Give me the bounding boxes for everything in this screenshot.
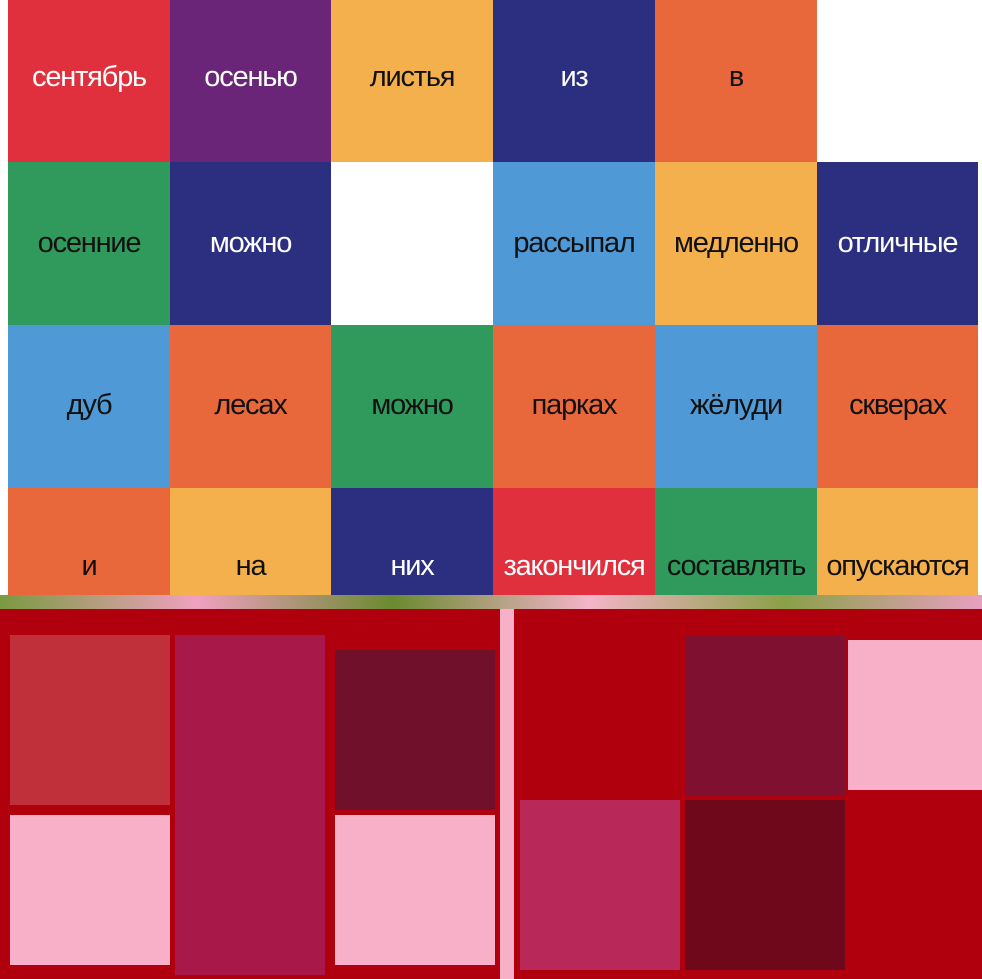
grid-cell: отличные [817, 162, 978, 325]
grid-cell: рассыпал [493, 162, 655, 325]
grid-cell: сентябрь [8, 0, 170, 162]
noise-block [685, 635, 845, 795]
word: из [560, 61, 588, 93]
word: дуб [66, 389, 113, 421]
grid-cell: дуб [8, 325, 170, 488]
noise-block [10, 635, 170, 805]
grid-cell: жёлуди [655, 325, 817, 488]
grid-cell [331, 162, 493, 325]
grid-cell: на [170, 488, 331, 595]
grid-cell: и [8, 488, 170, 595]
grid-cell: в [655, 0, 817, 162]
grid-cell: осенью [170, 0, 331, 162]
noise-block [335, 650, 495, 810]
word: осенью [204, 61, 298, 93]
grid-cell: медленно [655, 162, 817, 325]
grid-cell: осенние [8, 162, 170, 325]
word: парках [531, 389, 618, 421]
word: сентябрь [32, 61, 147, 93]
grid-cell [817, 0, 978, 162]
word: жёлуди [690, 389, 783, 421]
word: закончился [503, 550, 645, 582]
grid-cell: листья [331, 0, 493, 162]
grid-cell: скверах [817, 325, 978, 488]
word: медленно [674, 227, 799, 259]
noise-block [175, 635, 325, 975]
pink-block [10, 815, 170, 965]
pink-block [335, 815, 495, 965]
word: можно [371, 389, 453, 421]
corrupted-area [0, 595, 982, 979]
word: рассыпал [513, 227, 635, 259]
noise-block [685, 800, 845, 970]
word: опускаются [826, 550, 969, 582]
grid-cell: можно [170, 162, 331, 325]
word: листья [369, 61, 456, 93]
word: отличные [837, 227, 959, 259]
grid-cell: парках [493, 325, 655, 488]
grid-cell: опускаются [817, 488, 978, 595]
grid-cell: составлять [655, 488, 817, 595]
word: в [728, 61, 744, 93]
word: и [81, 550, 98, 582]
word: лесах [214, 389, 287, 421]
divider [500, 609, 514, 979]
word: на [235, 550, 267, 582]
word: них [390, 550, 434, 582]
grid-cell: закончился [493, 488, 655, 595]
noise-strip [0, 595, 982, 609]
grid-cell: можно [331, 325, 493, 488]
word: скверах [849, 389, 947, 421]
word: можно [209, 227, 292, 259]
grid-cell: из [493, 0, 655, 162]
grid-cell: лесах [170, 325, 331, 488]
word: осенние [37, 227, 142, 259]
grid-cell: них [331, 488, 493, 595]
pink-block [848, 640, 982, 790]
noise-block [520, 800, 680, 970]
word: составлять [666, 550, 806, 582]
